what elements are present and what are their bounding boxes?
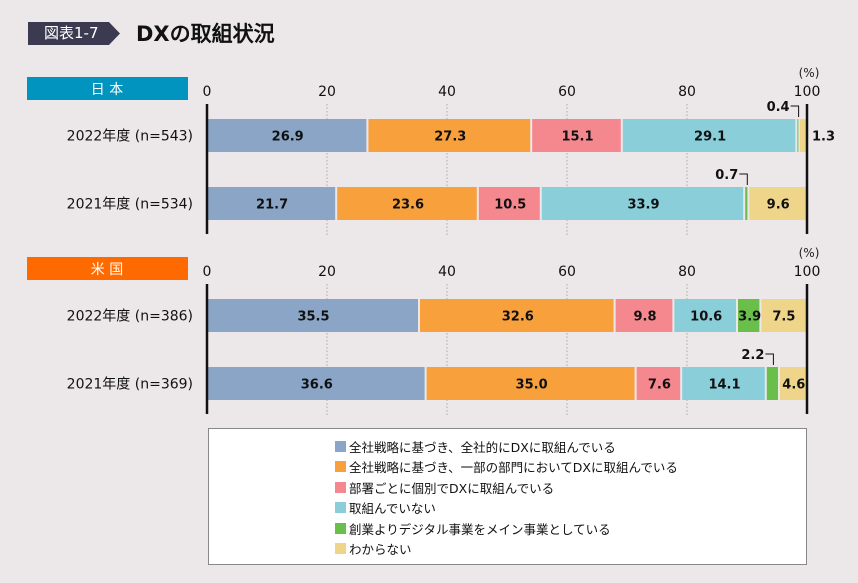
tick-label: 80 [678, 264, 696, 280]
category-label: 2021年度 (n=369) [67, 377, 193, 393]
bar-segment [207, 187, 336, 220]
data-label: 23.6 [392, 198, 424, 213]
bar-segment [337, 187, 477, 220]
tick-label: 100 [794, 264, 821, 280]
bar-segment [207, 119, 367, 152]
data-label: 36.6 [301, 378, 333, 393]
bar-segment [207, 299, 418, 332]
data-label: 4.6 [782, 378, 805, 393]
legend: 全社戦略に基づき、全社的にDXに取組んでいる 全社戦略に基づき、一部の部門におい… [208, 428, 807, 565]
bar-segment [674, 299, 736, 332]
section-title: 日 本 [91, 82, 123, 98]
tick-label: 0 [203, 84, 212, 100]
bar-segment [426, 367, 635, 400]
bar-segment [745, 187, 748, 220]
tick-label: 40 [438, 264, 456, 280]
bar-segment [780, 367, 808, 400]
data-label: 9.6 [767, 198, 790, 213]
legend-item: 全社戦略に基づき、一部の部門においてDXに取組んでいる [335, 457, 806, 478]
chart-title: DXの取組状況 [136, 22, 275, 46]
section-header [27, 257, 188, 280]
bar-segment [541, 187, 744, 220]
bar-segment [749, 187, 807, 220]
data-label: 10.5 [494, 198, 526, 213]
legend-swatch [335, 522, 346, 534]
legend-swatch [335, 440, 346, 452]
data-label: 9.8 [633, 310, 656, 325]
legend-item: 全社戦略に基づき、全社的にDXに取組んでいる [335, 436, 806, 457]
legend-item: 部署ごとに個別でDXに取組んでいる [335, 477, 806, 498]
leader-line [765, 353, 774, 365]
data-label: 35.5 [297, 310, 329, 325]
data-label: 10.6 [690, 310, 722, 325]
bar-segment [478, 187, 540, 220]
bar-segment [207, 367, 425, 400]
bar-segment [532, 119, 621, 152]
data-label: 29.1 [694, 130, 726, 145]
tick-label: 60 [558, 84, 576, 100]
tick-label: 60 [558, 264, 576, 280]
legend-swatch [335, 502, 346, 514]
bar-segment [799, 119, 808, 152]
data-label: 33.9 [627, 198, 659, 213]
leader-line [739, 173, 748, 185]
tick-label: 20 [318, 84, 336, 100]
legend-item: 創業よりデジタル事業をメイン事業としている [335, 518, 806, 539]
data-label: 35.0 [516, 378, 548, 393]
tick-label: 20 [318, 264, 336, 280]
section-header [27, 77, 188, 100]
data-label: 15.1 [561, 130, 593, 145]
data-label: 7.5 [772, 310, 795, 325]
bar-segment [622, 119, 796, 152]
bar-segment [636, 367, 681, 400]
legend-label: わからない [349, 542, 412, 558]
legend-label: 創業よりデジタル事業をメイン事業としている [349, 521, 611, 537]
legend-swatch [335, 543, 346, 555]
legend-label: 取組んでいない [349, 501, 436, 517]
bar-segment [766, 367, 778, 400]
category-label: 2022年度 (n=386) [67, 309, 193, 325]
bar-segment [738, 299, 760, 332]
bar-segment [368, 119, 531, 152]
legend-label: 部署ごとに個別でDXに取組んでいる [349, 480, 555, 496]
data-label: 2.2 [741, 348, 764, 363]
data-label: 0.7 [715, 168, 738, 183]
tick-label: 40 [438, 84, 456, 100]
category-label: 2022年度 (n=543) [67, 129, 193, 145]
legend-label: 全社戦略に基づき、一部の部門においてDXに取組んでいる [349, 460, 678, 476]
data-label: 26.9 [272, 130, 304, 145]
tick-label: 80 [678, 84, 696, 100]
data-label: 32.6 [502, 310, 534, 325]
section-title: 米 国 [91, 262, 123, 278]
legend-item: わからない [335, 539, 806, 560]
bar-segment [420, 299, 614, 332]
legend-swatch [335, 461, 346, 473]
tick-label: 100 [794, 84, 821, 100]
data-label: 1.3 [812, 130, 835, 145]
legend-swatch [335, 481, 346, 493]
bar-segment [761, 299, 807, 332]
leader-line [790, 105, 800, 117]
data-label: 7.6 [648, 378, 671, 393]
bar-segment [682, 367, 765, 400]
category-label: 2021年度 (n=534) [67, 197, 193, 213]
data-label: 21.7 [256, 198, 288, 213]
bar-segment [797, 119, 799, 152]
unit-label: (%) [799, 66, 820, 80]
bar-segment [615, 299, 673, 332]
data-label: 3.9 [738, 310, 761, 325]
legend-item: 取組んでいない [335, 498, 806, 519]
legend-label: 全社戦略に基づき、全社的にDXに取組んでいる [349, 439, 616, 455]
figure-number-badge: 図表1-7 [28, 22, 120, 45]
data-label: 14.1 [708, 378, 740, 393]
unit-label: (%) [799, 246, 820, 260]
data-label: 27.3 [434, 130, 466, 145]
tick-label: 0 [203, 264, 212, 280]
data-label: 0.4 [767, 100, 790, 115]
